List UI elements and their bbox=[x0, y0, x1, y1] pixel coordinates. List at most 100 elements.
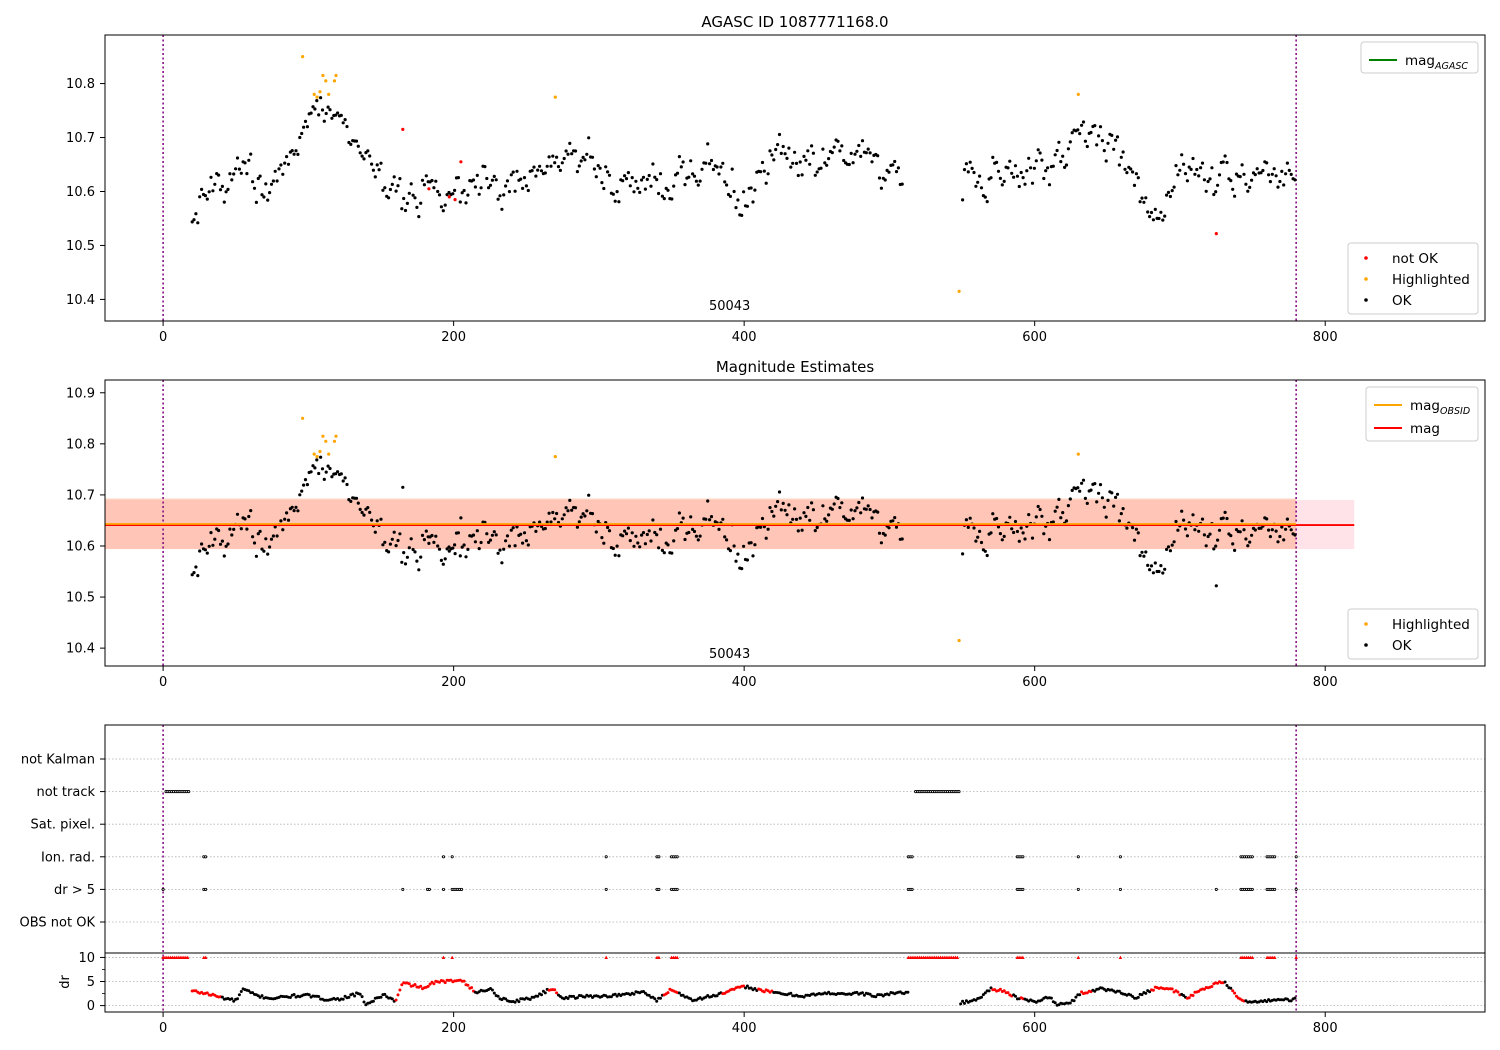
flag-marker bbox=[657, 887, 661, 891]
dr-clipped-marker bbox=[1294, 955, 1298, 959]
ok-point bbox=[1242, 172, 1246, 176]
ok-point bbox=[632, 544, 636, 548]
flag-marker bbox=[204, 855, 208, 859]
ok-point bbox=[706, 142, 710, 146]
ok-point bbox=[1002, 179, 1006, 183]
ok-point bbox=[583, 514, 587, 518]
ok-point bbox=[447, 549, 451, 553]
ok-point bbox=[1285, 161, 1289, 165]
ok-point bbox=[1097, 134, 1101, 138]
ok-point bbox=[808, 518, 812, 522]
ok-point bbox=[485, 176, 489, 181]
ok-point bbox=[273, 525, 277, 529]
ok-point bbox=[811, 151, 816, 155]
highlighted-point bbox=[327, 92, 331, 96]
ok-point bbox=[401, 485, 405, 489]
ok-point bbox=[821, 504, 825, 508]
ok-point bbox=[1129, 167, 1133, 171]
x-tick-label: 200 bbox=[441, 1021, 466, 1036]
ok-point bbox=[989, 176, 993, 180]
ok-point bbox=[855, 149, 859, 153]
dr-point bbox=[347, 995, 351, 999]
ok-point bbox=[200, 542, 204, 546]
ok-point bbox=[870, 516, 874, 520]
dr-point bbox=[383, 992, 387, 996]
ok-point bbox=[394, 189, 398, 193]
ok-point bbox=[1017, 184, 1021, 189]
highlighted-point bbox=[318, 90, 322, 94]
ok-point bbox=[211, 543, 215, 547]
ok-point bbox=[687, 175, 691, 179]
ok-point bbox=[285, 511, 289, 515]
ok-point bbox=[477, 192, 481, 196]
ok-point bbox=[1106, 141, 1110, 145]
ok-point bbox=[1242, 528, 1246, 532]
ok-point bbox=[234, 167, 238, 171]
ok-point bbox=[1217, 528, 1222, 532]
ok-point bbox=[995, 516, 999, 521]
ok-point bbox=[330, 116, 334, 120]
ok-point bbox=[1097, 491, 1101, 495]
ok-point bbox=[260, 547, 264, 551]
x-tick-label: 0 bbox=[159, 330, 167, 345]
ok-point bbox=[866, 504, 870, 508]
ok-point bbox=[196, 574, 200, 578]
ok-point bbox=[1151, 218, 1155, 222]
ok-point bbox=[645, 532, 649, 537]
ok-point bbox=[1200, 517, 1205, 521]
ok-point bbox=[836, 139, 840, 143]
ok-point bbox=[258, 529, 262, 534]
ok-point bbox=[751, 554, 755, 558]
dr-point bbox=[517, 1000, 521, 1004]
ok-point bbox=[451, 192, 455, 196]
dr-point bbox=[513, 1000, 517, 1004]
ok-point bbox=[445, 193, 449, 197]
ok-point bbox=[647, 529, 651, 533]
ok-point bbox=[581, 512, 585, 516]
dr-clipped-marker bbox=[450, 955, 454, 959]
ok-point bbox=[237, 167, 241, 171]
ok-point bbox=[375, 519, 379, 523]
dr-point bbox=[575, 996, 579, 1000]
ok-point bbox=[1280, 169, 1284, 173]
ok-point bbox=[1223, 154, 1227, 158]
highlighted-point bbox=[334, 434, 338, 438]
ok-point bbox=[575, 525, 580, 529]
ok-point bbox=[1115, 135, 1120, 139]
ok-point bbox=[526, 188, 530, 193]
ok-point bbox=[808, 162, 812, 166]
ok-point bbox=[434, 534, 438, 538]
highlighted-point bbox=[332, 439, 337, 443]
ok-point bbox=[1244, 182, 1248, 186]
ok-point bbox=[760, 516, 765, 521]
not-ok-point bbox=[427, 187, 431, 191]
ok-point bbox=[1000, 538, 1004, 542]
ok-point bbox=[823, 161, 827, 165]
ok-point bbox=[1081, 478, 1086, 482]
ok-point bbox=[1282, 183, 1286, 187]
dr-point bbox=[980, 995, 983, 999]
ok-point bbox=[502, 547, 506, 551]
ok-point bbox=[326, 464, 330, 468]
ok-point bbox=[398, 532, 402, 536]
ok-point bbox=[891, 519, 895, 523]
ok-point bbox=[1278, 534, 1282, 539]
ok-point bbox=[964, 518, 969, 522]
ok-point bbox=[1274, 174, 1278, 178]
ok-point bbox=[857, 143, 861, 148]
ok-point bbox=[1199, 166, 1203, 170]
x-tick-label: 400 bbox=[732, 675, 757, 690]
ok-point bbox=[649, 184, 653, 188]
dr-point bbox=[862, 993, 866, 997]
ok-point bbox=[696, 538, 700, 542]
ok-point bbox=[632, 190, 636, 194]
ok-point bbox=[453, 552, 457, 556]
ok-point bbox=[277, 167, 281, 171]
ok-point bbox=[249, 509, 253, 513]
ok-point bbox=[1185, 179, 1189, 183]
dr-point bbox=[589, 994, 593, 998]
dr-point-flagged bbox=[432, 982, 436, 986]
ok-point bbox=[296, 152, 300, 156]
ok-point bbox=[381, 188, 385, 192]
ok-point bbox=[1180, 153, 1184, 157]
